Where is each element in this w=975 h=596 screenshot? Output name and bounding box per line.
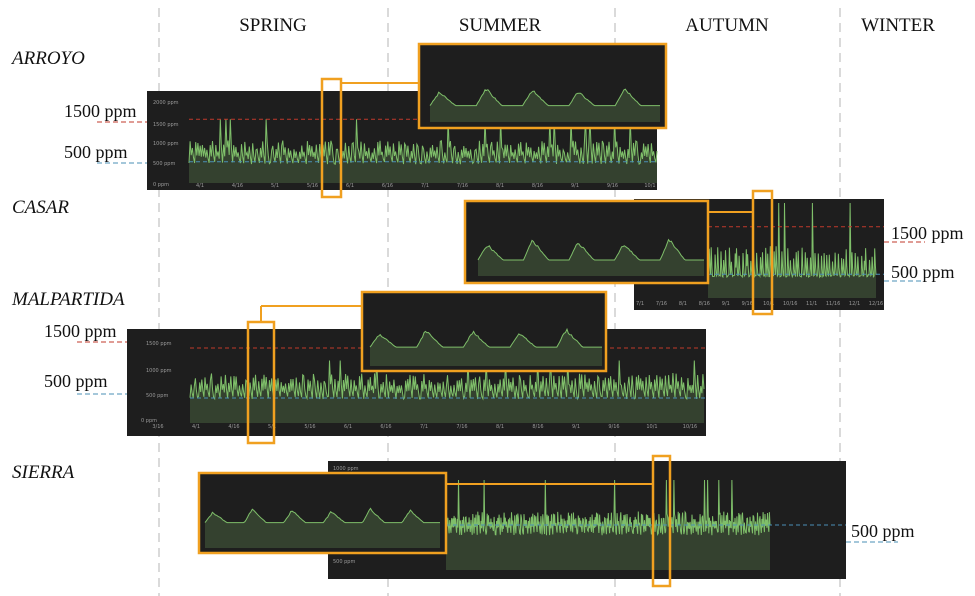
sierra-ytick-1000: 1000 ppm [333,466,359,472]
malpartida-xtick: 9/16 [608,424,619,430]
arroyo-ytick-2000: 2000 ppm [153,100,179,106]
sierra-label-500: 500 ppm [851,521,915,541]
casar-xtick: 11/1 [806,301,817,307]
malpartida-series-area [190,360,704,423]
arroyo-inset-series-line [429,88,660,107]
sierra-inset-series-line [204,507,440,524]
arroyo-ytick-1000: 1000 ppm [153,141,179,147]
casar-x-ticks: 7/1 7/16 8/1 8/16 9/1 9/16 10/1 10/16 11/1 11/16 1… [636,301,883,307]
casar-xtick: 7/1 [636,301,644,307]
casar-label-500: 500 ppm [891,262,955,282]
site-arroyo: ARROYO [10,48,85,69]
casar-series-line [707,202,877,279]
arroyo-inset-series-area [430,89,660,122]
malpartida-xtick: 10/16 [683,424,697,430]
arroyo-series-area [189,119,657,183]
malpartida-inset-series-area [370,329,602,366]
malpartida-xtick: 7/1 [420,424,428,430]
casar-xtick: 11/16 [826,301,840,307]
arroyo-xtick: 4/16 [232,183,243,189]
arroyo-ytick-500: 500 ppm [153,161,175,167]
malpartida-ytick-0: 0 ppm [141,418,157,424]
malpartida-ytick-500: 500 ppm [146,393,168,399]
sierra-zoom-inset [197,471,448,555]
malpartida-xtick: 3/16 [152,424,163,430]
arroyo-inset-series [429,88,660,122]
site-sierra: SIERRA [12,462,75,483]
site-malpartida: MALPARTIDA [11,289,125,310]
casar-inset-series-line [477,238,704,261]
casar-series-group [707,202,884,298]
arroyo-xtick: 7/16 [457,183,468,189]
casar-xtick: 9/16 [742,301,753,307]
arroyo-xtick: 8/1 [496,183,504,189]
arroyo-ytick-1500: 1500 ppm [153,122,179,128]
site-casar: CASAR [12,197,69,218]
arroyo-xtick: 5/16 [307,183,318,189]
sierra-series-group [445,479,846,570]
casar-xtick: 10/1 [763,301,774,307]
malpartida-inset-series [369,327,602,366]
casar-inset-series [477,238,704,276]
arroyo-label-500: 500 ppm [64,142,128,162]
malpartida-label-500: 500 ppm [44,371,108,391]
malpartida-label-1500: 1500 ppm [44,321,117,341]
arroyo-zoom-window [320,77,343,199]
arroyo-x-ticks: 4/1 4/16 5/1 5/16 6/1 6/16 7/1 7/16 8/1 8/16 9/1 9/… [196,183,656,189]
arroyo-xtick: 9/1 [571,183,579,189]
malpartida-ytick-1500: 1500 ppm [146,341,172,347]
season-summer: SUMMER [459,15,542,36]
malpartida-ytick-1000: 1000 ppm [146,368,172,374]
arroyo-xtick: 8/16 [532,183,543,189]
arroyo-xtick: 10/1 [644,183,655,189]
malpartida-xtick: 5/16 [304,424,315,430]
arroyo-xtick: 9/16 [607,183,618,189]
casar-xtick: 7/16 [656,301,667,307]
casar-zoom-window [751,189,774,316]
casar-xtick: 9/1 [722,301,730,307]
arroyo-label-1500: 1500 ppm [64,101,137,121]
sierra-inset-series [204,507,440,548]
casar-inset-series-area [478,239,704,276]
malpartida-xtick: 7/16 [456,424,467,430]
malpartida-xtick: 6/1 [344,424,352,430]
casar-label-1500: 1500 ppm [891,223,964,243]
arroyo-xtick: 5/1 [271,183,279,189]
malpartida-xtick: 5/1 [268,424,276,430]
malpartida-series-group [189,347,706,423]
malpartida-x-ticks: 3/16 4/1 4/16 5/1 5/16 6/1 6/16 7/1 7/16 8/1 8/16 9… [152,424,697,430]
arroyo-xtick: 6/16 [382,183,393,189]
arroyo-xtick: 4/1 [196,183,204,189]
season-spring: SPRING [239,15,307,36]
casar-zoom-inset [463,199,710,285]
malpartida-xtick: 8/1 [496,424,504,430]
malpartida-xtick: 6/16 [380,424,391,430]
malpartida-xtick: 4/1 [192,424,200,430]
casar-xtick: 12/16 [869,301,883,307]
arroyo-panel: 2000 ppm 1500 ppm 1000 ppm 500 ppm 0 ppm… [147,91,658,190]
arroyo-series-line [188,119,658,166]
casar-series-area [708,203,876,298]
sierra-inset-series-area [205,508,440,548]
casar-xtick: 10/16 [783,301,797,307]
casar-xtick: 8/1 [679,301,687,307]
arroyo-zoom-inset [417,42,668,130]
malpartida-series-line [189,360,705,401]
casar-xtick: 8/16 [699,301,710,307]
malpartida-xtick: 10/1 [646,424,657,430]
arroyo-xtick: 7/1 [421,183,429,189]
malpartida-zoom-inset [360,290,608,373]
malpartida-inset-series-line [369,327,602,348]
malpartida-xtick: 8/16 [532,424,543,430]
sierra-ytick-500: 500 ppm [333,559,355,565]
season-autumn: AUTUMN [685,15,769,36]
sierra-zoom-window [651,454,672,588]
arroyo-xtick: 6/1 [346,183,354,189]
arroyo-ytick-0: 0 ppm [153,182,169,188]
season-winter: WINTER [861,15,935,36]
casar-xtick: 12/1 [849,301,860,307]
malpartida-xtick: 9/1 [572,424,580,430]
malpartida-xtick: 4/16 [228,424,239,430]
